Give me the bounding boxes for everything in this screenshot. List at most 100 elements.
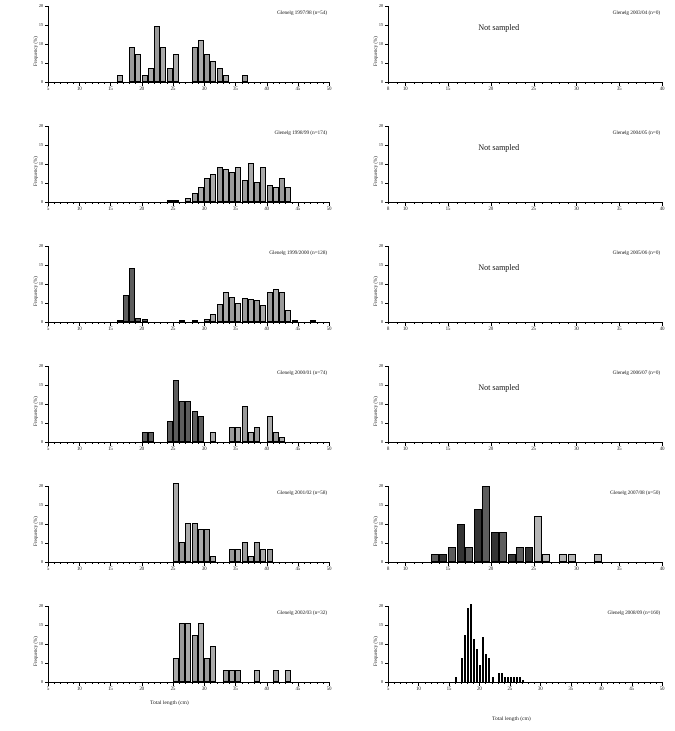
- y-axis-tick: [45, 322, 48, 323]
- x-axis-tick: [73, 202, 74, 204]
- x-axis-tick: [619, 682, 620, 684]
- x-axis-tick: [160, 82, 161, 84]
- histogram-bar: [210, 431, 216, 442]
- y-axis-tick-label: 20: [38, 3, 43, 8]
- x-axis-tick: [645, 82, 646, 84]
- x-axis-tick-label: 45: [629, 687, 634, 692]
- y-axis-tick-label: 10: [378, 641, 383, 646]
- histogram-bar: [198, 416, 204, 442]
- x-axis-tick-label: 15: [108, 567, 113, 572]
- x-axis-tick: [510, 682, 511, 686]
- x-axis-tick: [60, 322, 61, 324]
- x-axis-tick: [254, 322, 255, 324]
- y-axis-tick-label: 15: [38, 382, 43, 387]
- histogram-bar: [242, 180, 248, 202]
- x-axis-tick: [110, 682, 111, 686]
- y-axis-tick-label: 15: [378, 502, 383, 507]
- x-axis-tick: [568, 322, 569, 324]
- histogram-bar: [285, 670, 291, 682]
- x-axis-tick: [534, 442, 535, 446]
- x-axis-tick: [482, 82, 483, 84]
- panel-title: Glenelg 2002/03 (n=32): [277, 610, 327, 616]
- x-axis-tick-label: 50: [326, 207, 332, 212]
- x-axis-tick: [229, 322, 230, 324]
- y-axis-tick-label: 20: [38, 603, 43, 608]
- x-axis-tick: [117, 202, 118, 204]
- histogram-bar: [254, 670, 260, 682]
- x-axis-tick: [85, 562, 86, 564]
- y-axis-tick-label: 20: [378, 123, 383, 128]
- histogram-bar: [498, 672, 501, 682]
- histogram-bar: [525, 546, 533, 562]
- histogram-bar: [485, 653, 488, 682]
- x-axis-tick: [110, 322, 111, 326]
- y-axis-tick: [45, 486, 48, 487]
- histogram-bar: [542, 554, 550, 562]
- x-axis-tick: [192, 562, 193, 564]
- x-axis-tick-label: 15: [445, 447, 451, 452]
- x-axis-tick: [254, 682, 255, 684]
- x-axis-tick: [229, 202, 230, 204]
- y-axis-tick-label: 10: [38, 41, 43, 46]
- x-axis-tick: [491, 442, 492, 446]
- x-axis-tick-label: 10: [416, 687, 421, 692]
- x-axis-tick: [192, 682, 193, 684]
- x-axis-tick: [254, 202, 255, 204]
- x-axis-tick: [422, 322, 423, 324]
- x-axis-tick: [92, 202, 93, 204]
- histogram-bar: [235, 426, 241, 442]
- histogram-bar: [455, 677, 458, 682]
- y-axis-title: Frequency (%): [34, 36, 39, 66]
- y-axis-tick: [45, 663, 48, 664]
- x-axis-tick: [98, 562, 99, 564]
- x-axis-tick-label: 25: [170, 687, 176, 692]
- x-axis-tick-label: 20: [139, 567, 144, 572]
- x-axis-tick: [482, 202, 483, 204]
- y-axis-tick-label: 20: [378, 243, 383, 248]
- y-axis-tick: [45, 562, 48, 563]
- x-axis-tick: [491, 562, 492, 566]
- x-axis-tick: [491, 322, 492, 326]
- y-axis-tick-label: 10: [378, 281, 383, 286]
- x-axis-tick-label: 5: [46, 447, 50, 452]
- y-axis-tick: [45, 126, 48, 127]
- x-axis-tick-label: 35: [616, 447, 622, 452]
- histogram-bar: [210, 173, 216, 202]
- x-axis-tick-label: 40: [264, 87, 269, 92]
- x-axis-tick: [568, 82, 569, 84]
- histogram-bar: [473, 639, 476, 682]
- x-axis-tick: [457, 442, 458, 444]
- x-axis-tick: [474, 322, 475, 324]
- y-axis-tick-label: 10: [38, 161, 43, 166]
- x-axis-tick: [304, 82, 305, 84]
- x-axis-tick: [329, 562, 330, 566]
- x-axis-tick: [310, 682, 311, 684]
- x-axis-tick: [551, 82, 552, 84]
- x-axis-tick: [405, 562, 406, 566]
- x-axis-tick: [192, 322, 193, 324]
- x-axis-tick: [298, 562, 299, 566]
- x-axis-tick: [48, 442, 49, 446]
- y-axis-tick: [385, 505, 388, 506]
- x-axis-tick: [79, 442, 80, 446]
- x-axis-tick: [645, 202, 646, 204]
- x-axis-tick: [437, 682, 438, 684]
- x-axis-tick: [525, 202, 526, 204]
- x-axis-tick: [167, 82, 168, 84]
- x-axis-tick: [260, 682, 261, 684]
- x-axis-tick-label: 15: [108, 447, 113, 452]
- y-axis-tick: [385, 303, 388, 304]
- histogram-bar: [204, 658, 210, 682]
- histogram-bar: [185, 400, 191, 442]
- histogram-bar: [499, 531, 507, 562]
- y-axis-tick-label: 0: [380, 679, 383, 684]
- x-axis-tick: [594, 202, 595, 204]
- histogram-panel: 0 5 10 15 20 8 10 15 20 25 30 35 40 Frequency (%) Glen…: [370, 243, 668, 338]
- histogram-bar: [242, 74, 248, 82]
- x-axis-tick: [310, 202, 311, 204]
- x-axis-line: [48, 562, 329, 563]
- x-axis-tick-label: 45: [295, 567, 301, 572]
- x-axis-tick: [662, 562, 663, 566]
- histogram-bar: [148, 67, 154, 82]
- y-axis-tick-label: 15: [38, 622, 43, 627]
